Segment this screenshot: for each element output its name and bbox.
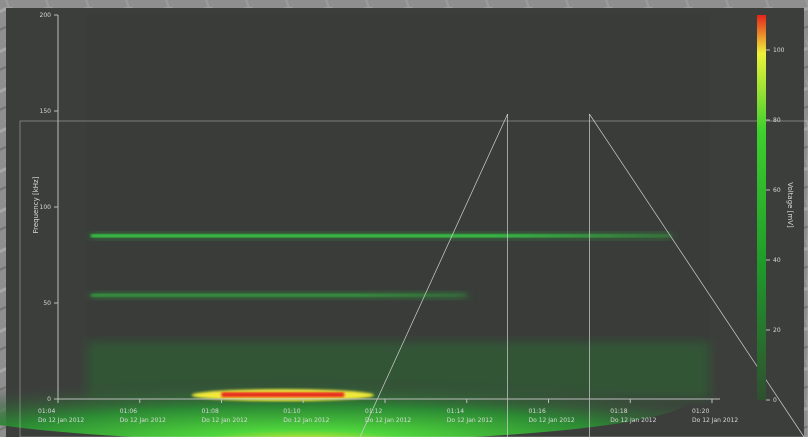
y-axis-title: Frequency [kHz]: [32, 176, 40, 233]
frequency-band: [90, 234, 672, 238]
y-tick-label: 100: [40, 204, 52, 211]
zoom-projection-line: [589, 113, 805, 437]
zoom-overlay: [19, 113, 808, 437]
colorbar-tick-label: 0: [773, 397, 777, 404]
x-tick-label-date: Do 12 Jan 2012: [610, 417, 656, 424]
colorbar-tick-label: 100: [773, 47, 785, 54]
frequency-band: [90, 293, 467, 297]
x-tick-label-date: Do 12 Jan 2012: [365, 417, 411, 424]
colorbar-tick-label: 80: [773, 117, 781, 124]
colorbar-tick-label: 20: [773, 327, 781, 334]
colorbar-tick-label: 60: [773, 187, 781, 194]
y-tick-label: 150: [40, 108, 52, 115]
x-tick-label-time: 01:06: [120, 408, 137, 415]
plot-area: [0, 15, 710, 437]
x-tick-label-time: 01:12: [365, 408, 382, 415]
x-tick-label-time: 01:04: [38, 408, 55, 415]
y-tick-label: 0: [47, 396, 51, 403]
y-tick-label: 50: [43, 300, 51, 307]
colorbar-title: Voltage [mV]: [786, 182, 794, 228]
colorbar: [757, 15, 766, 400]
x-tick-label-time: 01:18: [610, 408, 627, 415]
zoom-frame: [19, 120, 808, 437]
x-tick-label-date: Do 12 Jan 2012: [447, 417, 493, 424]
x-tick-label-time: 01:16: [529, 408, 546, 415]
x-tick-label-time: 01:10: [283, 408, 300, 415]
zoom-projection-line: [359, 113, 508, 437]
colorbar-tick-label: 40: [773, 257, 781, 264]
heatmap-field: [86, 15, 710, 399]
x-tick-label-date: Do 12 Jan 2012: [283, 417, 329, 424]
y-tick-label: 200: [40, 12, 52, 19]
x-tick-label-time: 01:14: [447, 408, 464, 415]
x-tick-label-date: Do 12 Jan 2012: [120, 417, 166, 424]
x-tick-label-date: Do 12 Jan 2012: [529, 417, 575, 424]
x-tick-label-date: Do 12 Jan 2012: [202, 417, 248, 424]
axes: 0 50 100 150 200 01:04 Do 12 Jan 2012 01:06 Do 1…: [38, 12, 738, 424]
hotspot-peak: [221, 392, 345, 398]
colorbar-ticks: 0 20 40 60 80 100: [766, 47, 785, 404]
x-tick-label-time: 01:20: [692, 408, 709, 415]
x-tick-label-date: Do 12 Jan 2012: [38, 417, 84, 424]
x-tick-label-date: Do 12 Jan 2012: [692, 417, 738, 424]
x-tick-label-time: 01:08: [202, 408, 219, 415]
